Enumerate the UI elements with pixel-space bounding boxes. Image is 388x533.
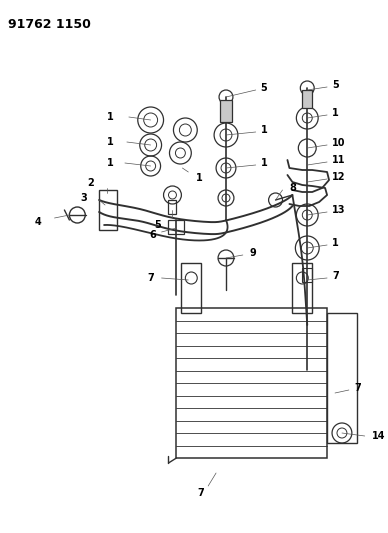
Bar [168, 220, 184, 234]
Bar [302, 90, 312, 108]
Text: 5: 5 [154, 220, 161, 230]
Text: 1: 1 [261, 125, 267, 135]
Text: 14: 14 [372, 431, 385, 441]
Text: 3: 3 [80, 193, 87, 203]
Text: 11: 11 [332, 155, 346, 165]
Text: 1: 1 [332, 238, 339, 248]
Text: 5: 5 [332, 80, 339, 90]
Text: 10: 10 [332, 138, 346, 148]
Text: 4: 4 [35, 217, 42, 227]
Text: 12: 12 [332, 172, 346, 182]
Text: 1: 1 [107, 137, 114, 147]
Bar [302, 268, 312, 282]
Text: 1: 1 [261, 158, 267, 168]
Text: 7: 7 [197, 488, 204, 498]
Text: 1: 1 [107, 158, 114, 168]
Bar [293, 263, 312, 313]
Bar [181, 263, 201, 313]
Text: 6: 6 [150, 230, 157, 240]
Text: 1: 1 [332, 108, 339, 118]
Bar [168, 200, 177, 214]
Text: 9: 9 [250, 248, 256, 258]
Bar [177, 308, 327, 458]
Text: 91762 1150: 91762 1150 [8, 18, 91, 31]
Bar [327, 313, 357, 443]
Bar [220, 100, 232, 122]
Text: 7: 7 [332, 271, 339, 281]
Text: 5: 5 [261, 83, 267, 93]
Text: 7: 7 [148, 273, 155, 283]
Text: 1: 1 [107, 112, 114, 122]
Text: 13: 13 [332, 205, 346, 215]
Text: 8: 8 [289, 183, 296, 193]
Text: 7: 7 [355, 383, 362, 393]
Text: 2: 2 [87, 178, 94, 188]
Text: 1: 1 [196, 173, 203, 183]
Bar [99, 190, 117, 230]
